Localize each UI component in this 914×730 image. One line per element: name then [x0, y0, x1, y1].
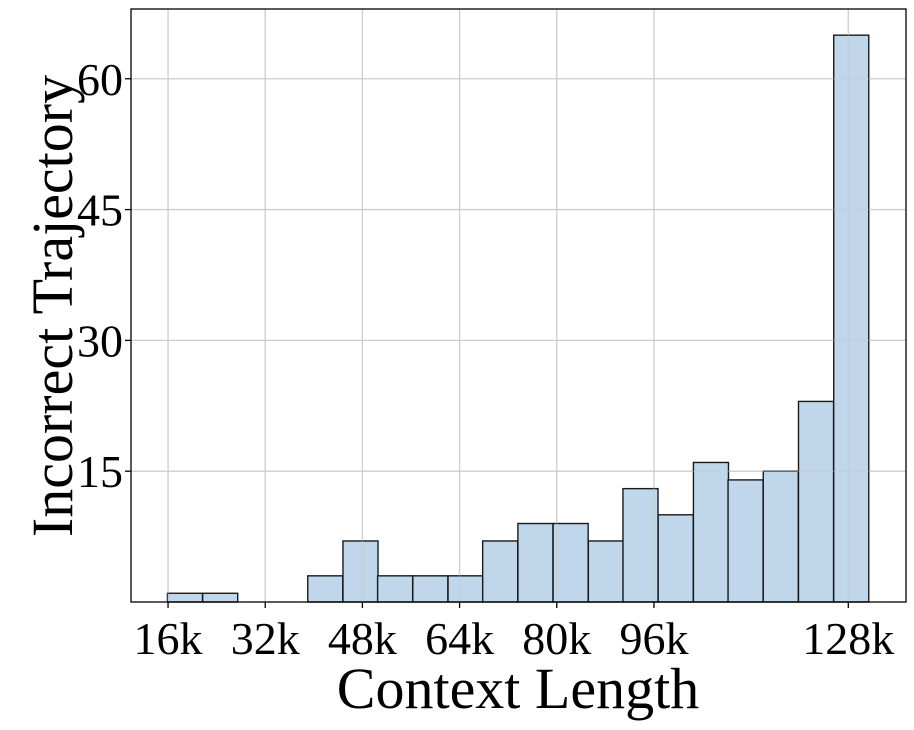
histogram-bar — [833, 34, 870, 603]
x-tick-label: 96k — [619, 613, 688, 664]
histogram-bar — [657, 514, 694, 603]
x-axis-ticks: 16k 32k 48k 64k 80k 96k 128k — [134, 602, 894, 664]
histogram-bar — [517, 522, 554, 603]
histogram-bar — [376, 575, 414, 603]
y-axis-title: Incorrect Trajectory — [20, 75, 85, 537]
histogram-bar — [201, 592, 239, 603]
x-tick-label: 32k — [231, 613, 300, 664]
y-tick-label: 45 — [77, 185, 123, 236]
histogram-bar — [587, 540, 625, 603]
x-tick-label: 48k — [328, 613, 397, 664]
histogram-bar — [307, 575, 344, 603]
plot-frame — [130, 8, 907, 603]
y-axis-ticks: 15 30 45 60 — [77, 54, 131, 497]
histogram-bar — [727, 479, 764, 603]
histogram-bar — [447, 575, 484, 603]
histogram-bar — [762, 470, 800, 603]
histogram-bar — [481, 540, 519, 603]
y-tick-label: 30 — [77, 315, 123, 366]
histogram-bar — [342, 540, 379, 603]
x-axis-title: Context Length — [337, 656, 699, 721]
y-tick-label: 15 — [77, 446, 123, 497]
histogram-bar — [622, 487, 659, 603]
histogram-bar — [552, 522, 589, 603]
bars — [131, 9, 906, 603]
x-tick-label: 80k — [522, 613, 591, 664]
x-tick-label: 128k — [802, 613, 894, 664]
x-tick-label: 64k — [425, 613, 494, 664]
y-tick-label: 60 — [77, 54, 123, 105]
histogram-bar — [692, 461, 730, 603]
histogram-bar — [166, 592, 204, 603]
histogram-bar — [797, 400, 835, 603]
x-tick-label: 16k — [134, 613, 203, 664]
histogram-bar — [412, 575, 449, 603]
